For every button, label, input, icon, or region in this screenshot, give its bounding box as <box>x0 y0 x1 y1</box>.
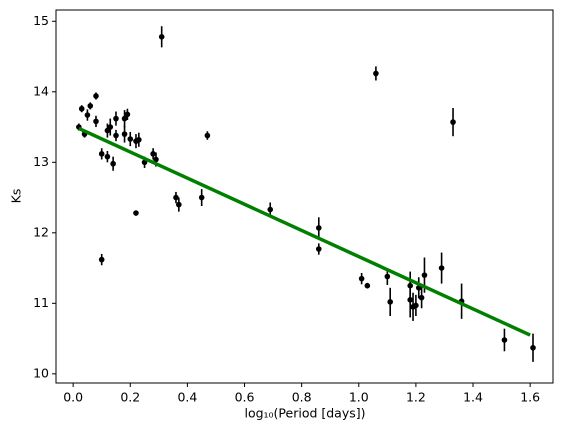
point <box>198 194 205 201</box>
point <box>158 33 165 40</box>
x-axis-label: log₁₀(Period [days]) <box>244 406 365 421</box>
point <box>176 201 182 208</box>
fit-line <box>78 126 531 337</box>
point <box>153 156 159 163</box>
point <box>93 93 99 99</box>
y-tick-label: 10 <box>33 365 49 380</box>
point <box>421 272 428 278</box>
point <box>204 132 211 139</box>
point <box>84 112 91 118</box>
x-tick-label: 1.2 <box>406 390 426 405</box>
point <box>110 160 116 167</box>
point <box>173 194 179 201</box>
point <box>315 246 322 252</box>
x-tick-label: 0.4 <box>177 390 197 405</box>
point <box>315 225 322 231</box>
point <box>501 337 508 343</box>
y-axis-label: Ks <box>9 189 24 204</box>
point <box>384 273 391 280</box>
point <box>127 136 134 142</box>
point <box>98 151 105 157</box>
point <box>93 118 99 125</box>
y-tick-label: 13 <box>33 154 49 169</box>
point <box>267 206 274 213</box>
point <box>530 344 536 351</box>
x-tick-label: 1.4 <box>463 390 483 405</box>
point <box>124 111 131 118</box>
x-tick-label: 0.8 <box>292 390 312 405</box>
x-tick-label: 0.6 <box>235 390 255 405</box>
y-tick-label: 11 <box>33 295 49 310</box>
x-tick-label: 1.0 <box>349 390 369 405</box>
point <box>104 153 111 160</box>
point <box>136 136 142 143</box>
y-tick-label: 14 <box>33 83 49 98</box>
point <box>413 302 419 309</box>
point <box>387 299 393 305</box>
point <box>98 256 105 263</box>
point <box>78 105 85 112</box>
point <box>113 115 119 122</box>
plot-frame <box>55 9 554 384</box>
point <box>450 119 456 125</box>
point <box>438 265 445 271</box>
x-tick-label: 1.6 <box>520 390 540 405</box>
point <box>407 296 413 303</box>
point <box>373 70 379 77</box>
point <box>418 294 425 301</box>
point <box>87 103 94 109</box>
point <box>107 124 114 130</box>
x-tick-label: 0.2 <box>120 390 140 405</box>
y-tick-label: 12 <box>33 224 49 239</box>
point <box>358 275 365 282</box>
y-tick-label: 15 <box>33 13 49 28</box>
x-tick-label: 0.0 <box>63 390 83 405</box>
point <box>113 132 119 139</box>
point <box>133 210 139 216</box>
point <box>121 131 128 137</box>
point <box>364 282 371 289</box>
point <box>150 151 156 157</box>
point <box>121 115 128 122</box>
